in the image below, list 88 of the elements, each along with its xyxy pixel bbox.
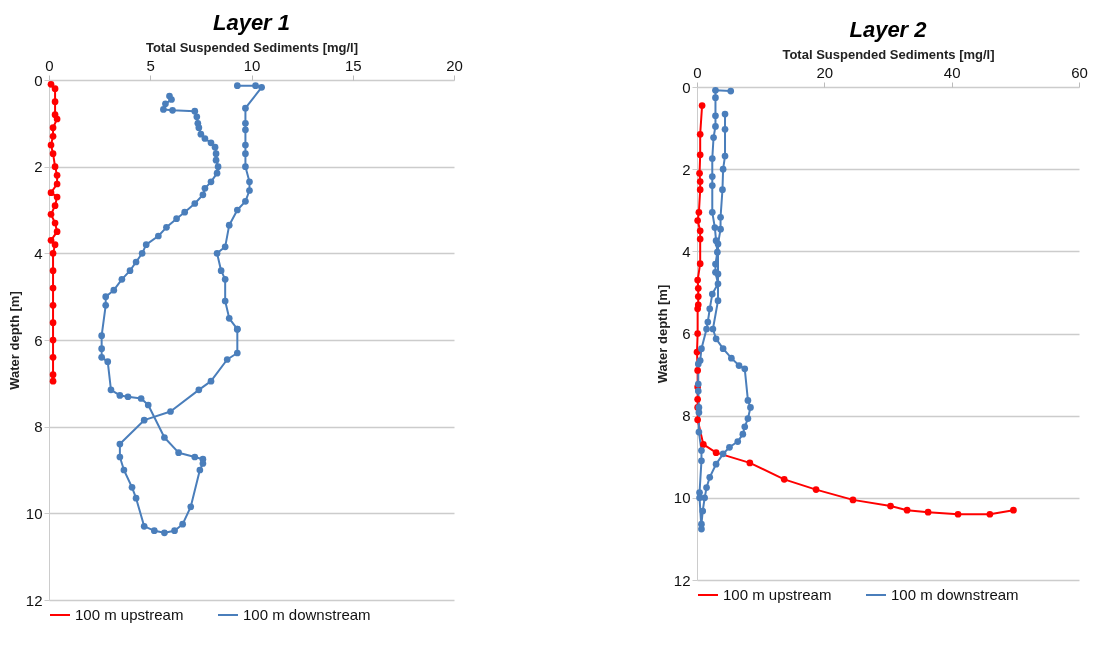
- point: [694, 367, 701, 374]
- y-tick-label: 2: [682, 160, 691, 178]
- point: [712, 449, 720, 456]
- point: [887, 502, 894, 510]
- y-tick-label: 4: [682, 242, 691, 260]
- point: [694, 395, 701, 403]
- point: [696, 227, 704, 235]
- x-tick-label: 10: [243, 56, 261, 74]
- point: [49, 319, 57, 327]
- y-tick-label: 10: [673, 489, 691, 507]
- point: [47, 189, 55, 197]
- point: [49, 301, 57, 309]
- point: [954, 510, 962, 518]
- point: [696, 186, 704, 194]
- y-tick-label: 2: [34, 158, 43, 176]
- y-tick-label: 4: [34, 244, 43, 262]
- point: [53, 171, 61, 179]
- x-tick-label: 20: [446, 56, 463, 74]
- x-tick-label: 20: [816, 63, 834, 81]
- y-tick-label: 0: [682, 78, 691, 96]
- legend-label: 100 m downstream: [891, 586, 1019, 603]
- point: [696, 235, 704, 243]
- point: [695, 208, 703, 216]
- point: [694, 217, 701, 224]
- point: [53, 228, 61, 236]
- x-axis-title: Total Suspended Sediments [mg/l]: [782, 46, 995, 62]
- y-tick-label: 6: [682, 325, 691, 342]
- legend-label: 100 m upstream: [723, 586, 832, 603]
- point: [1010, 506, 1017, 514]
- point: [49, 267, 57, 275]
- y-tick-label: 10: [25, 504, 43, 522]
- point: [51, 163, 59, 171]
- point: [47, 210, 55, 218]
- point: [696, 169, 703, 177]
- point: [698, 102, 706, 109]
- point: [51, 202, 59, 210]
- point: [924, 508, 932, 516]
- point: [49, 132, 57, 140]
- y-tick-label: 8: [34, 418, 43, 436]
- x-tick-label: 0: [45, 56, 54, 74]
- point: [49, 124, 57, 132]
- point: [49, 249, 57, 257]
- y-axis-title: Water depth [m]: [6, 291, 22, 390]
- point: [694, 284, 702, 292]
- point: [812, 486, 820, 493]
- point: [49, 284, 57, 292]
- point: [49, 150, 57, 158]
- x-axis-title: Total Suspended Sediments [mg/l]: [145, 39, 359, 55]
- point: [51, 219, 59, 227]
- point: [51, 98, 59, 106]
- point: [53, 115, 61, 123]
- point: [53, 193, 61, 201]
- x-tick-label: 40: [943, 63, 961, 81]
- point: [49, 371, 57, 379]
- point: [849, 496, 857, 504]
- x-tick-label: 60: [1071, 63, 1088, 81]
- point: [49, 377, 57, 385]
- point: [49, 336, 57, 344]
- point: [696, 260, 704, 268]
- y-tick-label: 12: [25, 591, 43, 609]
- point: [696, 151, 704, 159]
- point: [694, 276, 701, 284]
- point: [986, 510, 994, 518]
- point: [51, 241, 59, 249]
- point: [694, 305, 701, 313]
- x-tick-label: 15: [344, 56, 362, 74]
- point: [49, 353, 57, 361]
- point: [694, 293, 702, 300]
- y-tick-label: 12: [673, 571, 691, 589]
- point: [700, 441, 707, 448]
- chart-title: Layer 1: [212, 10, 291, 35]
- point: [696, 130, 704, 138]
- point: [746, 459, 754, 467]
- x-tick-label: 5: [146, 56, 155, 74]
- point: [47, 141, 55, 149]
- point: [780, 476, 788, 483]
- legend-label: 100 m downstream: [243, 606, 371, 623]
- y-tick-label: 8: [682, 407, 691, 425]
- legend-label: 100 m upstream: [75, 606, 184, 623]
- point: [47, 236, 55, 244]
- point: [696, 178, 704, 185]
- y-axis-title: Water depth [m]: [654, 284, 670, 384]
- x-tick-label: 0: [693, 63, 702, 81]
- point: [53, 180, 61, 188]
- y-tick-label: 6: [34, 331, 43, 349]
- point: [51, 85, 59, 93]
- chart-title: Layer 2: [849, 17, 928, 42]
- point: [903, 506, 911, 514]
